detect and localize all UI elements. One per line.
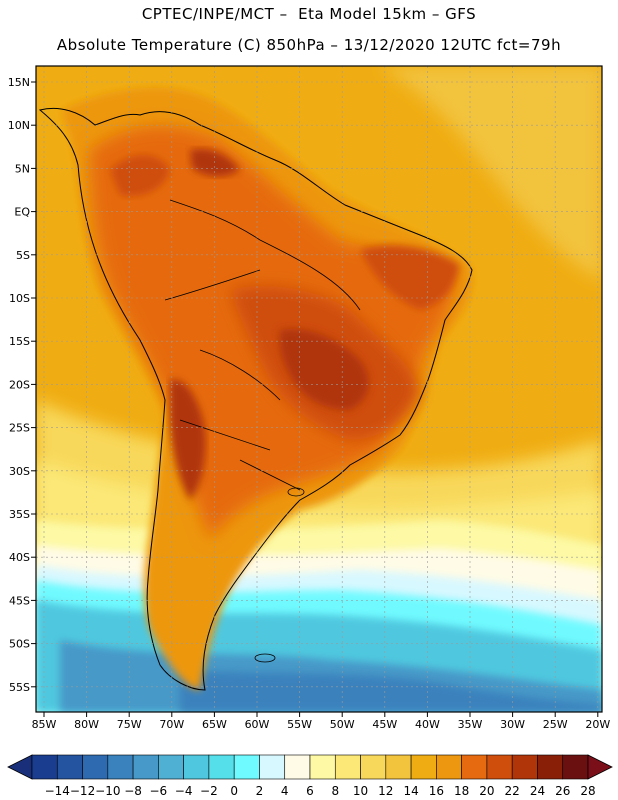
colorbar-label: −14 bbox=[45, 784, 70, 798]
colorbar-label: 4 bbox=[281, 784, 289, 798]
lon-label: 70W bbox=[159, 718, 184, 731]
colorbar-swatch bbox=[562, 754, 589, 780]
map-field bbox=[36, 66, 602, 712]
colorbar-label: 2 bbox=[256, 784, 264, 798]
colorbar-max-arrow bbox=[587, 754, 613, 780]
colorbar-swatch bbox=[82, 754, 109, 780]
colorbar-label: 20 bbox=[479, 784, 494, 798]
colorbar-swatch bbox=[284, 754, 311, 780]
colorbar-label: −4 bbox=[175, 784, 193, 798]
lon-label: 45W bbox=[372, 718, 397, 731]
colorbar-swatch bbox=[436, 754, 462, 780]
colorbar-swatch bbox=[461, 754, 488, 780]
colorbar-swatch bbox=[334, 754, 361, 780]
colorbar-swatch bbox=[511, 754, 538, 780]
lat-label: 5S bbox=[16, 249, 30, 262]
lon-label: 40W bbox=[415, 718, 440, 731]
colorbar-label: 16 bbox=[429, 784, 444, 798]
colorbar-min-arrow bbox=[7, 754, 33, 780]
lat-label: 45S bbox=[9, 594, 30, 607]
graticule bbox=[36, 66, 602, 712]
colorbar-swatch bbox=[158, 754, 184, 780]
lon-label: 20W bbox=[585, 718, 610, 731]
colorbar-swatch bbox=[385, 754, 412, 780]
lon-label: 35W bbox=[458, 718, 483, 731]
colorbar-swatch bbox=[56, 754, 83, 780]
colorbar-label: −12 bbox=[70, 784, 95, 798]
lat-label: 50S bbox=[9, 638, 30, 651]
lon-label: 55W bbox=[287, 718, 312, 731]
colorbar-swatch bbox=[309, 754, 336, 780]
colorbar-label: 8 bbox=[331, 784, 339, 798]
colorbar-label: 6 bbox=[306, 784, 314, 798]
colorbar-label: 18 bbox=[454, 784, 469, 798]
lon-label: 60W bbox=[245, 718, 270, 731]
lat-label: 15N bbox=[8, 76, 30, 89]
lon-label: 65W bbox=[202, 718, 227, 731]
lon-label: 85W bbox=[32, 718, 57, 731]
colorbar-label: 14 bbox=[403, 784, 418, 798]
lat-label: 20S bbox=[9, 378, 30, 391]
colorbar-swatch bbox=[183, 754, 210, 780]
lat-label: 15S bbox=[9, 335, 30, 348]
map-frame bbox=[35, 65, 603, 713]
colorbar-swatch bbox=[259, 754, 286, 780]
map-title-line1: CPTEC/INPE/MCT – Eta Model 15km – GFS bbox=[141, 5, 477, 23]
colorbar-swatch bbox=[360, 754, 387, 780]
colorbar-label: 12 bbox=[378, 784, 393, 798]
colorbar-label: 10 bbox=[353, 784, 368, 798]
colorbar-label: 0 bbox=[230, 784, 238, 798]
lon-label: 80W bbox=[74, 718, 99, 731]
lat-label: 25S bbox=[9, 422, 30, 435]
colorbar-swatch bbox=[410, 754, 437, 780]
colorbar-label: −10 bbox=[95, 784, 120, 798]
lon-label: 50W bbox=[330, 718, 355, 731]
colorbar-swatch bbox=[537, 754, 564, 780]
colorbar-label: 26 bbox=[555, 784, 570, 798]
lon-label: 30W bbox=[500, 718, 525, 731]
longitude-labels: 85W 80W 75W 70W 65W 60W 55W 50W 45W 40W 35W 30W 25W 2… bbox=[32, 712, 610, 731]
colorbar-swatch bbox=[233, 754, 260, 780]
colorbar-label: 22 bbox=[505, 784, 520, 798]
colorbar-label: −2 bbox=[200, 784, 218, 798]
lat-label: 10N bbox=[8, 119, 30, 132]
lat-label: 5N bbox=[15, 162, 30, 175]
lat-label: 55S bbox=[9, 681, 30, 694]
lon-label: 75W bbox=[117, 718, 142, 731]
lat-label: 35S bbox=[9, 508, 30, 521]
colorbar-swatch bbox=[31, 754, 58, 780]
colorbar-swatch bbox=[486, 754, 513, 780]
lat-label: 10S bbox=[9, 292, 30, 305]
lat-label: EQ bbox=[14, 206, 30, 219]
colorbar: −14 −12 −10 −8 −6 −4 −2 0 2 4 6 8 10 12 14 16 18 20 22 24 26… bbox=[7, 754, 613, 798]
map-title-line2: Absolute Temperature (C) 850hPa – 13/12/… bbox=[56, 36, 562, 54]
colorbar-swatch bbox=[107, 754, 134, 780]
colorbar-swatch bbox=[132, 754, 159, 780]
latitude-labels: 15N 10N 5N EQ 5S 10S 15S 20S 25S 30S 35S 40S 45S 50S 5… bbox=[8, 76, 36, 694]
lat-label: 40S bbox=[9, 551, 30, 564]
lon-label: 25W bbox=[543, 718, 568, 731]
colorbar-swatch bbox=[208, 754, 235, 780]
colorbar-label: 24 bbox=[530, 784, 545, 798]
colorbar-label: −6 bbox=[150, 784, 168, 798]
colorbar-label: −8 bbox=[124, 784, 142, 798]
colorbar-label: 28 bbox=[580, 784, 595, 798]
lat-label: 30S bbox=[9, 465, 30, 478]
